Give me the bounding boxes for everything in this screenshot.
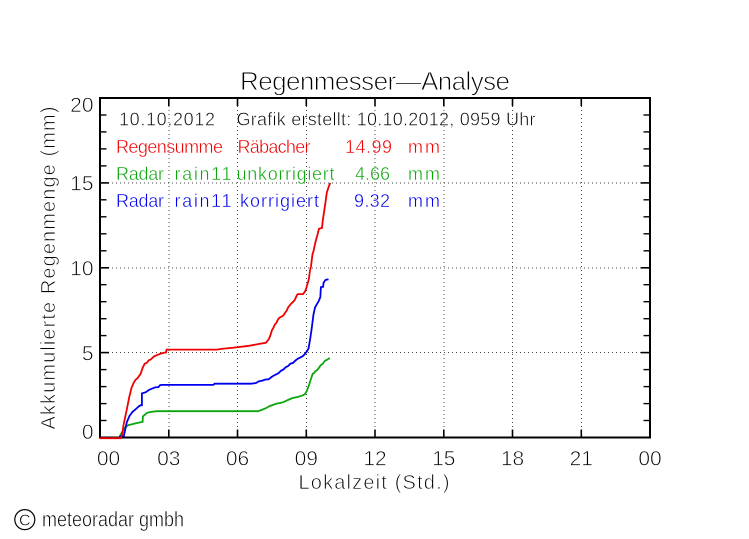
svg-text:Radar: Radar bbox=[116, 164, 164, 184]
svg-text:4.66: 4.66 bbox=[355, 164, 390, 184]
svg-text:meteoradar gmbh: meteoradar gmbh bbox=[42, 509, 184, 532]
svg-text:5: 5 bbox=[82, 342, 94, 365]
svg-text:Lokalzeit (Std.): Lokalzeit (Std.) bbox=[299, 472, 450, 494]
svg-text:Räbacher: Räbacher bbox=[238, 137, 311, 157]
svg-text:Akkumulierte Regenmenge (mm): Akkumulierte Regenmenge (mm) bbox=[38, 107, 60, 430]
svg-text:14.99: 14.99 bbox=[345, 137, 392, 157]
svg-text:9.32: 9.32 bbox=[354, 191, 390, 211]
svg-text:unkorrigiert: unkorrigiert bbox=[237, 164, 335, 184]
svg-text:Grafik erstellt: 10.10.2012, 0: Grafik erstellt: 10.10.2012, 0959 Uhr bbox=[237, 110, 536, 130]
svg-text:00: 00 bbox=[638, 448, 661, 471]
svg-text:15: 15 bbox=[70, 173, 93, 196]
svg-text:21: 21 bbox=[570, 448, 593, 471]
svg-text:Radar: Radar bbox=[116, 191, 164, 211]
svg-text:rain11: rain11 bbox=[175, 191, 232, 211]
svg-text:korrigiert: korrigiert bbox=[240, 191, 319, 211]
svg-text:18: 18 bbox=[501, 448, 524, 471]
svg-text:rain11: rain11 bbox=[175, 164, 232, 184]
svg-text:Regenmesser—Analyse: Regenmesser—Analyse bbox=[240, 66, 510, 96]
svg-text:15: 15 bbox=[432, 448, 455, 471]
svg-text:03: 03 bbox=[157, 448, 180, 471]
svg-text:Regensumme: Regensumme bbox=[116, 137, 223, 157]
svg-text:10.10.2012: 10.10.2012 bbox=[119, 110, 215, 130]
svg-text:06: 06 bbox=[226, 448, 249, 471]
svg-text:10: 10 bbox=[70, 257, 93, 280]
svg-text:0: 0 bbox=[82, 421, 94, 444]
svg-text:12: 12 bbox=[363, 448, 386, 471]
svg-text:09: 09 bbox=[295, 448, 318, 471]
svg-text:20: 20 bbox=[70, 94, 93, 117]
svg-text:C: C bbox=[19, 513, 31, 530]
svg-text:00: 00 bbox=[97, 448, 120, 471]
